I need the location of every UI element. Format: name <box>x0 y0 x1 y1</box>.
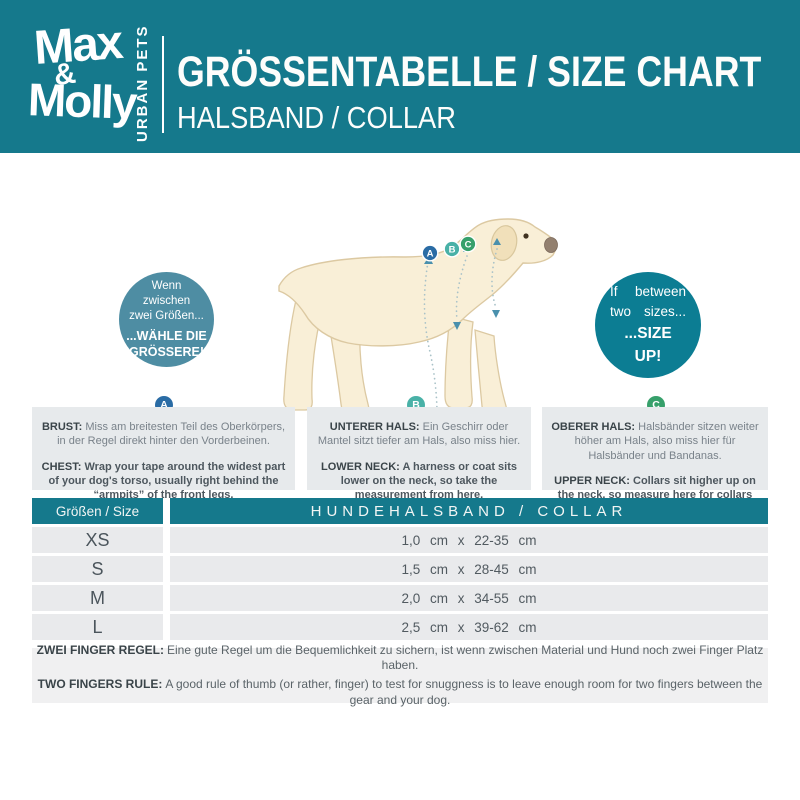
size-advice-bubble-en: If between two sizes... ...SIZE UP! <box>595 272 701 378</box>
dog-ear <box>490 225 518 261</box>
note-de-label: ZWEI FINGER REGEL: <box>36 642 165 657</box>
advice-en-word4: sizes... <box>643 303 686 319</box>
table-row-l-size: L <box>32 614 163 640</box>
point-box-upper-neck: OBERER HALS: Halsbänder sitzen weiter hö… <box>542 407 768 515</box>
dog-marker-a: A <box>427 248 434 259</box>
advice-en-bold: ...SIZE UP! <box>624 325 672 366</box>
brand-tagline: URBAN PETS <box>134 24 151 142</box>
table-header-size: Größen / Size <box>32 498 163 524</box>
advice-de-line3: zwei Größen... <box>129 309 204 322</box>
dog-nose <box>544 237 558 253</box>
advice-de-bold1: ...WÄHLE DIE <box>126 328 207 343</box>
point-b-en-label: LOWER NECK: <box>320 460 400 473</box>
note-en-text: A good rule of thumb (or rather, finger)… <box>165 677 763 707</box>
header-divider <box>162 36 164 133</box>
advice-en-word1: If <box>610 283 618 299</box>
table-row-s-size: S <box>32 556 163 582</box>
point-c-en-label: UPPER NECK: <box>554 474 630 487</box>
table-header-collar: HUNDEHALSBAND / COLLAR <box>170 498 768 524</box>
dog-marker-c: C <box>465 239 472 250</box>
advice-de-line2: zwischen <box>142 294 191 307</box>
header-band: Max & Molly URBAN PETS GRÖSSENTABELLE / … <box>0 0 800 153</box>
table-row-xs-value: 1,0 cm x 22-35 cm <box>170 527 768 553</box>
table-row-s-value: 1,5 cm x 28-45 cm <box>170 556 768 582</box>
dog-marker-b: B <box>449 244 456 255</box>
point-b-de-text: Ein Geschirr oder Mantel sitzt tiefer am… <box>317 421 521 448</box>
two-finger-rule-note: ZWEI FINGER REGEL: Eine gute Regel um die… <box>32 643 768 707</box>
table-row-l-value: 2,5 cm x 39-62 cm <box>170 614 768 640</box>
dog-eye <box>523 233 529 239</box>
point-a-de-text: Miss am breitesten Teil des Oberkörpers,… <box>57 421 286 448</box>
dog-marker-badges: A B C <box>421 235 477 262</box>
brand-logo: Max & Molly URBAN PETS <box>26 14 166 144</box>
advice-de-bold2: GRÖSSERE! <box>128 344 204 359</box>
point-c-de-text: Halsbänder sitzen weiter höher am Hals, … <box>574 421 759 462</box>
page-subtitle: HALSBAND / COLLAR <box>177 100 456 135</box>
advice-en-word3: two <box>610 303 632 319</box>
table-row-m-size: M <box>32 585 163 611</box>
brand-word-molly: Molly <box>27 73 137 129</box>
advice-en-word2: between <box>634 283 686 299</box>
point-a-de-label: BRUST: <box>41 421 83 433</box>
point-a-en-label: CHEST: <box>41 460 82 473</box>
table-row-m-value: 2,0 cm x 34-55 cm <box>170 585 768 611</box>
point-box-lower-neck: UNTERER HALS: Ein Geschirr oder Mantel s… <box>307 407 531 501</box>
measurement-dotted-lines <box>423 248 498 415</box>
advice-de-line1: Wenn <box>151 279 182 292</box>
dog-illustration: A B C <box>255 185 585 430</box>
point-b-de-label: UNTERER HALS: <box>329 421 420 433</box>
size-advice-bubble-de: Wenn zwischen zwei Größen... ...WÄHLE DI… <box>119 272 214 367</box>
note-en-label: TWO FINGERS RULE: <box>37 677 163 691</box>
point-c-de-label: OBERER HALS: <box>551 421 636 433</box>
brand-word-max: Max <box>32 16 124 75</box>
table-row-xs-size: XS <box>32 527 163 553</box>
dog-svg: A B C <box>278 218 558 424</box>
note-de-text: Eine gute Regel um die Bequemlichkeit zu… <box>167 642 764 673</box>
page-title: GRÖSSENTABELLE / SIZE CHART <box>177 48 762 96</box>
point-a-en-text: Wrap your tape around the widest part of… <box>48 460 286 502</box>
point-box-chest: BRUST: Miss am breitesten Teil des Oberk… <box>32 407 295 501</box>
